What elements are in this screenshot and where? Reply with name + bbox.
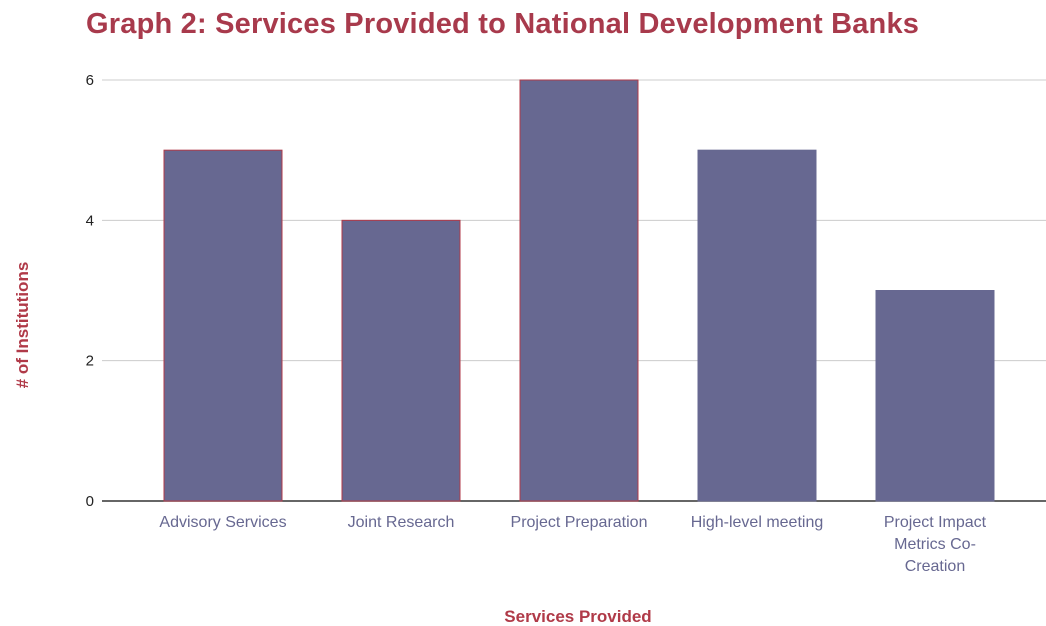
y-tick-label: 6	[86, 72, 94, 89]
x-category-label: Creation	[905, 558, 965, 575]
chart-title: Graph 2: Services Provided to National D…	[86, 8, 920, 40]
bars	[163, 79, 995, 502]
bar	[697, 149, 817, 502]
x-category-label: Project Preparation	[511, 514, 648, 531]
bar	[341, 219, 461, 502]
y-tick-label: 0	[86, 493, 94, 510]
x-category-labels: Advisory Services Joint Research Project P…	[159, 514, 986, 575]
y-tick-label: 4	[86, 212, 94, 229]
x-category-label: Advisory Services	[159, 514, 286, 531]
x-axis-title: Services Provided	[504, 607, 651, 626]
bar	[875, 290, 995, 502]
x-category-label: Metrics Co-	[894, 536, 976, 553]
bar	[519, 79, 639, 502]
x-category-label: Project Impact	[884, 514, 987, 531]
x-category-label: High-level meeting	[691, 514, 824, 531]
y-tick-label: 2	[86, 353, 94, 370]
y-tick-labels: 0 2 4 6	[86, 72, 94, 510]
y-axis-title: # of Institutions	[13, 262, 32, 389]
bar	[163, 149, 283, 502]
x-category-label: Joint Research	[348, 514, 455, 531]
